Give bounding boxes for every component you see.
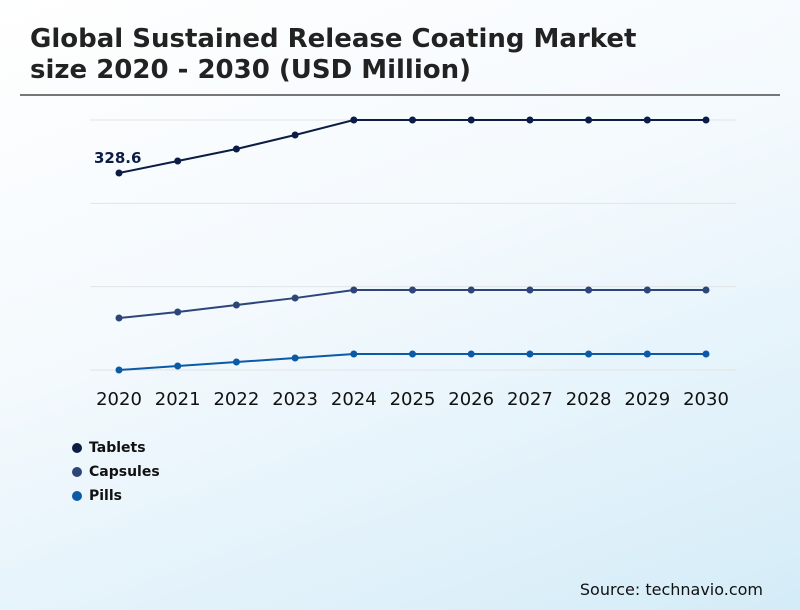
chart-title: Global Sustained Release Coating Market …: [30, 24, 636, 86]
legend-label: Capsules: [89, 464, 160, 480]
title-line-1: Global Sustained Release Coating Market: [30, 24, 637, 54]
data-point-capsules: [174, 308, 182, 316]
x-tick-label: 2027: [507, 389, 553, 410]
data-point-tablets: [174, 157, 182, 165]
source-label: Source: technavio.com: [579, 580, 763, 599]
legend: Tablets Capsules Pills: [72, 436, 160, 508]
x-tick-label: 2021: [155, 389, 201, 410]
data-point-pills: [350, 350, 358, 358]
legend-dot-icon: [72, 443, 82, 453]
series-line-capsules: [118, 289, 706, 320]
data-point-capsules: [526, 286, 534, 294]
data-point-tablets: [585, 116, 593, 124]
data-point-capsules: [232, 301, 240, 309]
legend-dot-icon: [72, 467, 82, 477]
legend-label: Tablets: [89, 440, 146, 456]
legend-item-pills: Pills: [72, 484, 160, 508]
legend-item-tablets: Tablets: [72, 436, 160, 460]
x-tick-label: 2029: [624, 389, 670, 410]
data-point-capsules: [585, 286, 593, 294]
data-point-capsules: [350, 286, 358, 294]
data-point-pills: [467, 350, 475, 358]
title-line-2: size 2020 - 2030 (USD Million): [30, 55, 472, 85]
data-point-tablets: [643, 116, 651, 124]
x-tick-label: 2028: [566, 389, 612, 410]
x-tick-label: 2026: [448, 389, 494, 410]
title-divider: [20, 94, 780, 96]
x-tick-label: 2023: [272, 389, 318, 410]
data-label: 328.6: [94, 149, 141, 167]
data-point-tablets: [467, 116, 475, 124]
data-point-tablets: [526, 116, 534, 124]
legend-label: Pills: [89, 488, 122, 504]
legend-item-capsules: Capsules: [72, 460, 160, 484]
data-point-tablets: [291, 131, 299, 139]
data-point-pills: [291, 354, 299, 362]
x-tick-label: 2024: [331, 389, 377, 410]
x-tick-label: 2020: [96, 389, 142, 410]
data-point-pills: [585, 350, 593, 358]
data-point-capsules: [467, 286, 475, 294]
data-point-capsules: [291, 294, 299, 302]
data-point-capsules: [409, 286, 416, 294]
data-point-pills: [174, 362, 182, 370]
data-point-capsules: [115, 314, 123, 322]
data-point-pills: [643, 350, 651, 358]
data-point-capsules: [702, 286, 710, 294]
data-point-tablets: [232, 145, 240, 153]
data-point-capsules: [643, 286, 651, 294]
data-point-tablets: [115, 169, 123, 177]
x-tick-label: 2025: [390, 389, 436, 410]
data-point-pills: [232, 358, 240, 366]
data-point-tablets: [702, 116, 710, 124]
data-point-tablets: [409, 116, 416, 124]
x-tick-label: 2030: [683, 389, 729, 410]
data-point-pills: [702, 350, 710, 358]
data-point-pills: [526, 350, 534, 358]
data-point-pills: [115, 366, 123, 374]
series-line-tablets: [118, 119, 706, 174]
data-point-pills: [409, 350, 416, 358]
data-point-tablets: [350, 116, 358, 124]
legend-dot-icon: [72, 491, 82, 501]
x-tick-label: 2022: [213, 389, 259, 410]
